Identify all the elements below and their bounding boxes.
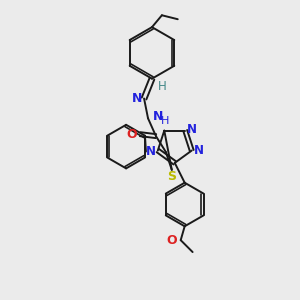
Text: N: N (187, 123, 197, 136)
Text: S: S (167, 170, 176, 183)
Text: O: O (127, 128, 137, 141)
Text: N: N (194, 144, 204, 157)
Text: N: N (146, 145, 156, 158)
Text: H: H (158, 80, 166, 93)
Text: N: N (132, 92, 142, 105)
Text: O: O (167, 234, 177, 247)
Text: N: N (153, 110, 163, 123)
Text: H: H (161, 116, 169, 126)
